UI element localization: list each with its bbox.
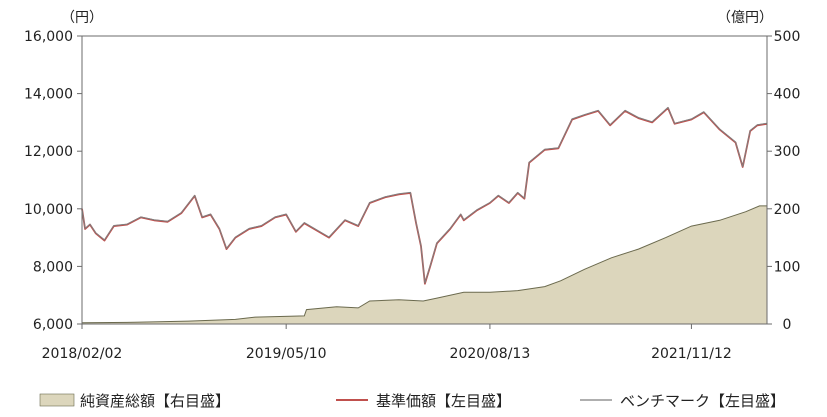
right-tick-label: 300: [774, 144, 801, 160]
x-tick-label: 2021/11/12: [651, 346, 732, 362]
price-lines-layer: [81, 106, 768, 285]
net-assets-area-edge: [81, 205, 767, 324]
right-tick-label: 500: [774, 29, 801, 45]
left-tick-label: 16,000: [24, 29, 73, 45]
x-tick-label: 2019/05/10: [246, 346, 327, 362]
left-tick-label: 14,000: [24, 87, 73, 103]
x-tick-label: 2020/08/13: [450, 346, 531, 362]
right-tick-label: 100: [774, 259, 801, 275]
legend-swatch-net-assets: [39, 393, 75, 407]
left-axis-unit: （円）: [61, 10, 103, 26]
left-tick-label: 6,000: [33, 317, 73, 333]
left-tick-label: 8,000: [33, 259, 73, 275]
left-axis: 6,000 8,000 10,000 12,000 14,000 16,000: [24, 29, 82, 333]
benchmark-line: [81, 106, 768, 284]
right-axis-unit: （億円）: [717, 10, 773, 26]
right-tick-label: 0: [783, 317, 792, 333]
net-assets-area: [82, 205, 767, 324]
x-tick-label: 2018/02/02: [42, 346, 123, 362]
legend-label: ベンチマーク【左目盛】: [620, 392, 785, 410]
left-tick-label: 10,000: [24, 202, 73, 218]
left-tick-label: 12,000: [24, 144, 73, 160]
right-tick-label: 200: [774, 202, 801, 218]
right-tick-label: 400: [774, 87, 801, 103]
plot-frame: [81, 35, 768, 325]
net-assets-area-layer: [81, 205, 767, 324]
legend-label: 基準価額【左目盛】: [376, 392, 511, 410]
right-axis: 0 100 200 300 400 500: [767, 29, 800, 333]
legend: 純資産総額【右目盛】 基準価額【左目盛】 ベンチマーク【左目盛】: [39, 392, 785, 410]
x-axis: 2018/02/02 2019/05/10 2020/08/13 2021/11/12: [42, 324, 732, 362]
legend-label: 純資産総額【右目盛】: [80, 392, 230, 410]
